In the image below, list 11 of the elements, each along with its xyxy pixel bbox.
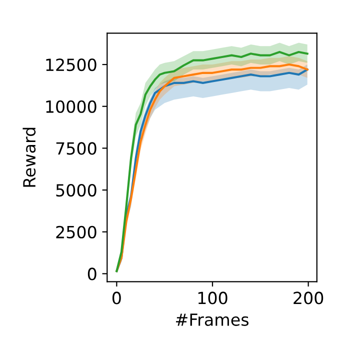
y-tick-label: 7500 — [56, 142, 96, 155]
y-tick-label: 10000 — [46, 100, 96, 113]
y-tick-label: 12500 — [46, 58, 96, 72]
y-tick-label: 5000 — [56, 184, 96, 197]
x-tick-label: 0 — [112, 292, 121, 304]
y-tick-label: 0 — [88, 268, 96, 280]
x-tick-label: 100 — [198, 292, 228, 304]
x-tick-label: 200 — [294, 292, 324, 304]
x-axis-title: #Frames — [176, 314, 248, 326]
y-tick-label: 2500 — [56, 226, 96, 238]
y-axis-title: Reward — [22, 128, 36, 187]
